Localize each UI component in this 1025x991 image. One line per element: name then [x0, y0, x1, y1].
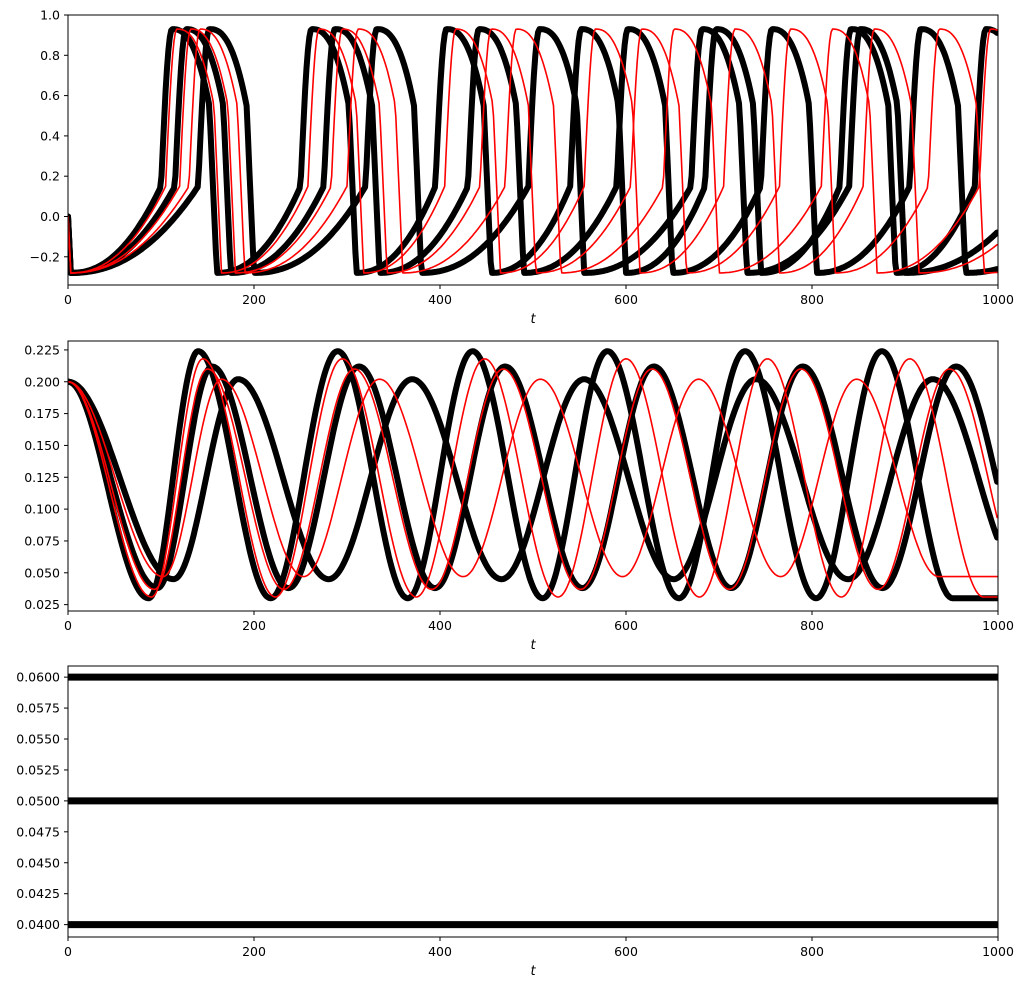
x-tick-label: 600: [614, 618, 638, 633]
y-tick-label: 0.4: [40, 128, 60, 143]
series-line-red-5: [68, 28, 998, 274]
y-tick-label: 0.0575: [16, 701, 60, 716]
chart-panel-2: 0 200 400 600 800 1000 0.025 0.050 0.075 0.100 0.1…: [24, 340, 1014, 653]
series-group: [68, 673, 998, 929]
y-tick-label: 0.150: [24, 438, 60, 453]
series-group: [68, 26, 998, 276]
x-tick-label: 400: [428, 292, 452, 307]
x-tick-label: 400: [428, 618, 452, 633]
y-tick-label: 0.225: [24, 342, 60, 357]
series-group: [68, 348, 998, 602]
y-tick-label: 0.125: [24, 470, 60, 485]
y-tick-label: 0.0600: [16, 670, 60, 685]
y-tick-label: 0.100: [24, 502, 60, 517]
x-tick-label: 1000: [982, 618, 1014, 633]
y-tick-label: 0.075: [24, 533, 60, 548]
plot-frame: [67, 665, 999, 938]
chart-panel-3: 0 200 400 600 800 1000 0.0400 0.0425 0.0450 0.047…: [16, 665, 1014, 979]
x-tick-label: 600: [614, 944, 638, 959]
y-tick-label: 0.0525: [16, 762, 60, 777]
x-axis-label: t: [530, 964, 536, 979]
y-tick-label: 0.2: [40, 169, 60, 184]
series-line-red-4: [68, 357, 998, 598]
y-tick-label: 0.0550: [16, 732, 60, 747]
y-tick-label: 1.0: [40, 8, 60, 23]
x-tick-label: 1000: [982, 944, 1014, 959]
y-tick-label: 0.0450: [16, 855, 60, 870]
series-line-black-2: [68, 363, 998, 592]
plot-frame: [67, 340, 999, 612]
x-tick-label: 800: [800, 292, 824, 307]
y-tick-label: 0.200: [24, 374, 60, 389]
y-tick-label: 0.0425: [16, 886, 60, 901]
x-axis-label: t: [530, 638, 536, 653]
y-tick-label: −0.2: [30, 249, 60, 264]
series-line-red-6: [68, 378, 998, 578]
series-line-red-5: [68, 368, 998, 591]
x-tick-label: 0: [64, 618, 72, 633]
x-tick-label: 800: [800, 618, 824, 633]
y-tick-label: 0.8: [40, 48, 60, 63]
y-tick-label: 0.175: [24, 406, 60, 421]
series-line-black-3: [68, 376, 998, 583]
x-tick-label: 200: [242, 292, 266, 307]
series-line-red-4: [68, 28, 998, 274]
y-tick-label: 0.6: [40, 88, 60, 103]
x-tick-label: 200: [242, 944, 266, 959]
y-tick-label: 0.050: [24, 565, 60, 580]
x-tick-label: 0: [64, 944, 72, 959]
series-line-black-3: [68, 26, 998, 276]
series-line-red-6: [68, 28, 998, 274]
chart-panel-1: 0 200 400 600 800 1000 −0.2 0.0 0.2 0.4 0.6 0.8 1.0 t: [30, 8, 1014, 328]
y-tick-label: 0.0: [40, 209, 60, 224]
y-tick-label: 0.0400: [16, 917, 60, 932]
y-tick-label: 0.0475: [16, 824, 60, 839]
y-tick-label: 0.0500: [16, 793, 60, 808]
plot-frame: [67, 14, 999, 286]
x-axis-label: t: [530, 312, 536, 327]
x-tick-label: 0: [64, 292, 72, 307]
x-tick-label: 1000: [982, 292, 1014, 307]
x-tick-label: 200: [242, 618, 266, 633]
series-line-black-2: [68, 26, 998, 276]
x-tick-label: 800: [800, 944, 824, 959]
x-tick-label: 600: [614, 292, 638, 307]
y-tick-label: 0.025: [24, 597, 60, 612]
x-tick-label: 400: [428, 944, 452, 959]
